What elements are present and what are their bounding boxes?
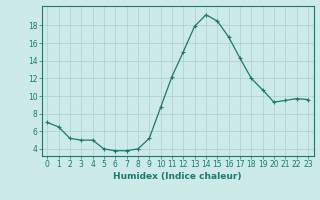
X-axis label: Humidex (Indice chaleur): Humidex (Indice chaleur)	[113, 172, 242, 181]
